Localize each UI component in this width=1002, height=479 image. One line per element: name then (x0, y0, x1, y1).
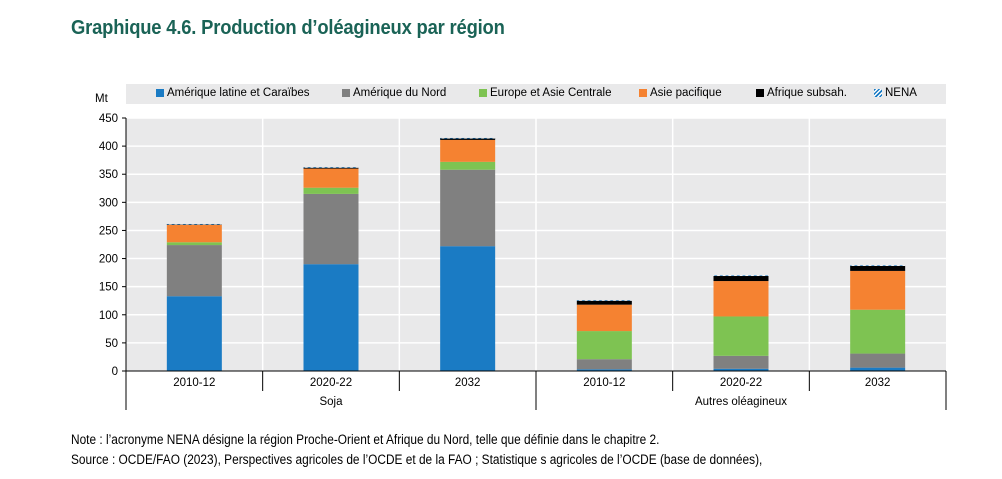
bar-segment-am-rique-du-nord (303, 193, 359, 265)
bar-segment-am-rique-du-nord (166, 245, 222, 297)
chart-source: Source : OCDE/FAO (2023), Perspectives a… (71, 452, 763, 467)
legend-swatch-amerique-nord (342, 89, 350, 97)
bar-segment-nena (850, 265, 906, 266)
bar-segment-am-rique-latine-et-cara-bes (850, 367, 906, 371)
bar-segment-afrique-subsah- (850, 265, 906, 271)
bar-segment-afrique-subsah- (303, 167, 359, 169)
bar-segment-europe-et-asie-centrale (303, 187, 359, 194)
y-tick-label: 450 (99, 113, 118, 125)
bar-segment-afrique-subsah- (713, 275, 769, 282)
bar-segment-nena (303, 167, 359, 168)
y-tick-label: 100 (99, 310, 118, 322)
bar-segment-europe-et-asie-centrale (440, 161, 496, 170)
x-tick-label: 2020-22 (720, 377, 762, 389)
legend-swatch-europe-asie (479, 89, 487, 97)
legend-item-amerique-nord: Amérique du Nord (342, 87, 446, 99)
y-tick-label: 150 (99, 282, 118, 294)
bar-segment-am-rique-latine-et-cara-bes (303, 264, 359, 371)
legend-item-europe-asie: Europe et Asie Centrale (479, 87, 611, 99)
y-tick-label: 350 (99, 169, 118, 181)
bar-segment-am-rique-latine-et-cara-bes (440, 246, 496, 371)
bar-segment-nena (576, 300, 632, 301)
legend-item-nena: NENA (874, 87, 917, 99)
bar-segment-am-rique-latine-et-cara-bes (713, 368, 769, 371)
bar-segment-asie-pacifique (850, 270, 906, 310)
bar-segment-asie-pacifique (713, 281, 769, 317)
chart-title: Graphique 4.6. Production d’oléagineux p… (71, 17, 505, 39)
bar-segment-europe-et-asie-centrale (850, 309, 906, 354)
x-tick-label: 2010-12 (583, 377, 625, 389)
bar-segment-asie-pacifique (440, 139, 496, 162)
legend-label: Europe et Asie Centrale (490, 87, 612, 99)
legend-swatch-nena (874, 89, 882, 97)
bar-segment-nena (440, 137, 496, 139)
bar-segment-asie-pacifique (303, 168, 359, 188)
bar-segment-am-rique-latine-et-cara-bes (166, 296, 222, 371)
y-axis-unit: Mt (95, 93, 108, 105)
y-tick-label: 50 (105, 338, 118, 350)
legend-item-asie-pacifique: Asie pacifique (639, 87, 722, 99)
legend-swatch-asie-pacifique (639, 89, 647, 97)
bar-segment-nena (713, 275, 769, 277)
y-tick-label: 250 (99, 225, 118, 237)
y-tick-label: 400 (99, 141, 118, 153)
legend-item-amerique-latine: Amérique latine et Caraïbes (156, 87, 310, 99)
bar-segment-asie-pacifique (166, 224, 222, 243)
y-tick-label: 200 (99, 254, 118, 266)
bar-segment-nena (166, 223, 222, 225)
y-tick-label: 0 (112, 366, 118, 378)
x-tick-label: 2032 (455, 377, 481, 389)
legend-label: Amérique latine et Caraïbes (167, 87, 310, 99)
x-tick-label: 2020-22 (310, 377, 352, 389)
bar-segment-am-rique-du-nord (713, 355, 769, 369)
bar-segment-europe-et-asie-centrale (166, 242, 222, 246)
chart-note: Note : l’acronyme NENA désigne la région… (71, 432, 660, 447)
group-label: Autres oléagineux (695, 396, 787, 408)
x-tick-label: 2032 (865, 377, 891, 389)
legend-label: Afrique subsah. (767, 87, 847, 99)
x-tick-label: 2010-12 (173, 377, 215, 389)
y-tick-label: 300 (99, 197, 118, 209)
legend-label: NENA (885, 87, 917, 99)
bar-segment-asie-pacifique (576, 304, 632, 332)
bar-segment-am-rique-latine-et-cara-bes (576, 369, 632, 371)
legend-label: Amérique du Nord (353, 87, 447, 99)
bar-segment-europe-et-asie-centrale (713, 316, 769, 356)
legend-item-afrique-subsah: Afrique subsah. (756, 87, 847, 99)
bar-segment-afrique-subsah- (440, 138, 496, 140)
legend: Amérique latine et Caraïbes Amérique du … (126, 84, 946, 104)
bar-segment-am-rique-du-nord (850, 353, 906, 368)
bar-segment-afrique-subsah- (576, 300, 632, 305)
legend-swatch-afrique-subsah (756, 89, 764, 97)
group-label: Soja (319, 396, 343, 408)
bar-segment-am-rique-du-nord (440, 169, 496, 247)
legend-label: Asie pacifique (650, 87, 722, 99)
legend-swatch-amerique-latine (156, 89, 164, 97)
bar-segment-am-rique-du-nord (576, 359, 632, 370)
bar-segment-europe-et-asie-centrale (576, 331, 632, 360)
